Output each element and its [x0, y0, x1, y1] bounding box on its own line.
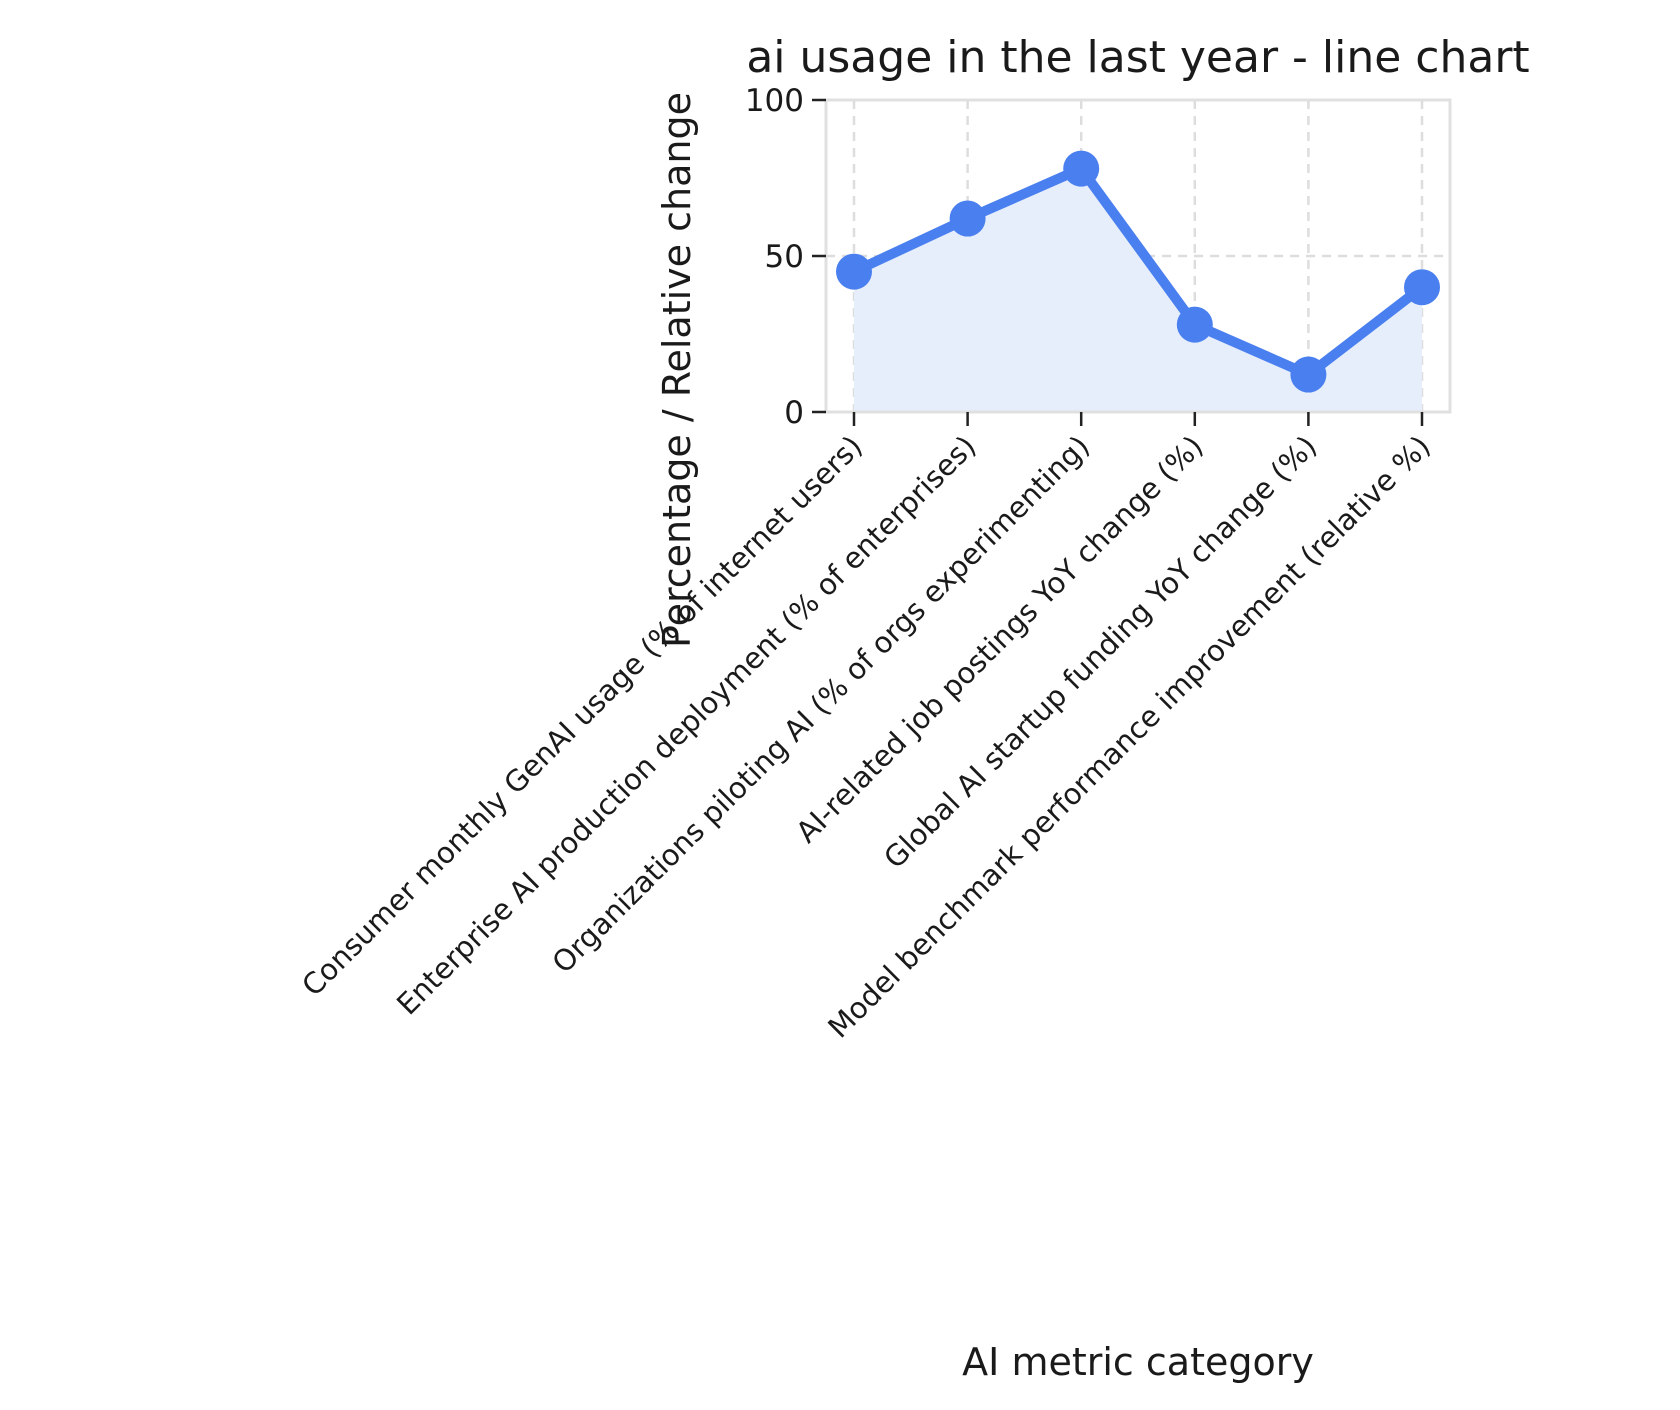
x-tick-label: Organizations piloting AI (% of orgs exp… [545, 429, 1096, 980]
series-line [849, 163, 1427, 380]
y-tick-label: 100 [745, 83, 804, 119]
data-point [1063, 150, 1100, 187]
data-point [949, 200, 986, 237]
x-axis-ticks: Consumer monthly GenAI usage (% of inter… [295, 412, 1437, 1045]
area-fill [854, 168, 1422, 412]
data-point [1290, 356, 1327, 393]
data-point [836, 253, 872, 290]
series-polyline [849, 163, 1427, 380]
x-tick-label: AI-related job postings YoY change (%) [789, 429, 1209, 849]
x-tick-label: Consumer monthly GenAI usage (% of inter… [295, 429, 869, 1003]
x-tick-label: Global AI startup funding YoY change (%) [877, 429, 1323, 875]
x-axis-label: AI metric category [962, 1340, 1314, 1384]
data-point [1404, 269, 1440, 306]
y-axis-ticks: 0 50 100 [745, 83, 826, 431]
y-axis-label: Percentage / Relative change [655, 92, 699, 648]
area-under-line [854, 168, 1422, 412]
chart-title: ai usage in the last year - line chart [746, 32, 1529, 83]
y-tick-label: 0 [784, 395, 804, 431]
y-tick-label: 50 [765, 239, 804, 275]
data-points [836, 150, 1440, 393]
data-point [1176, 306, 1213, 343]
